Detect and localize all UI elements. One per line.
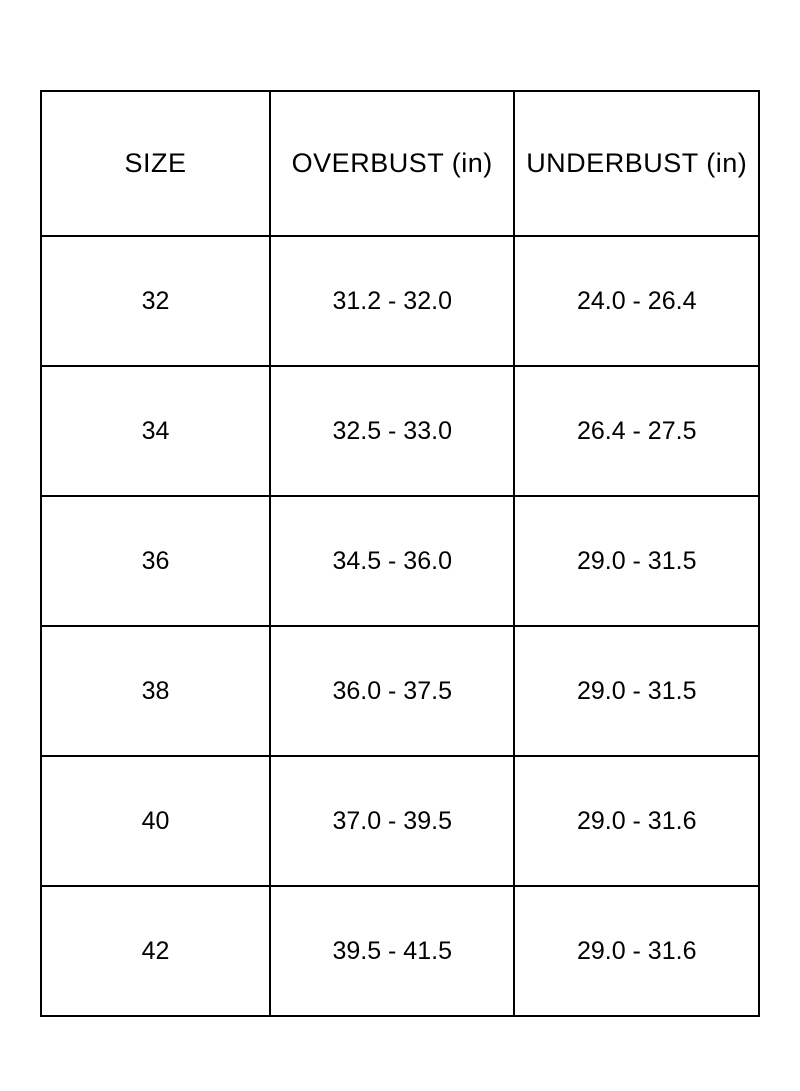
header-underbust: UNDERBUST (in)	[514, 91, 759, 236]
cell-underbust: 29.0 - 31.6	[514, 756, 759, 886]
cell-size: 38	[41, 626, 270, 756]
cell-underbust: 26.4 - 27.5	[514, 366, 759, 496]
table-row: 36 34.5 - 36.0 29.0 - 31.5	[41, 496, 759, 626]
cell-underbust: 24.0 - 26.4	[514, 236, 759, 366]
cell-size: 42	[41, 886, 270, 1016]
cell-size: 36	[41, 496, 270, 626]
cell-overbust: 36.0 - 37.5	[270, 626, 514, 756]
cell-overbust: 37.0 - 39.5	[270, 756, 514, 886]
table-row: 32 31.2 - 32.0 24.0 - 26.4	[41, 236, 759, 366]
header-size: SIZE	[41, 91, 270, 236]
cell-overbust: 39.5 - 41.5	[270, 886, 514, 1016]
cell-overbust: 34.5 - 36.0	[270, 496, 514, 626]
cell-size: 34	[41, 366, 270, 496]
header-overbust: OVERBUST (in)	[270, 91, 514, 236]
cell-underbust: 29.0 - 31.5	[514, 496, 759, 626]
cell-underbust: 29.0 - 31.5	[514, 626, 759, 756]
cell-size: 40	[41, 756, 270, 886]
cell-overbust: 31.2 - 32.0	[270, 236, 514, 366]
size-chart-table: SIZE OVERBUST (in) UNDERBUST (in) 32 31.…	[40, 90, 760, 1017]
cell-size: 32	[41, 236, 270, 366]
table-row: 34 32.5 - 33.0 26.4 - 27.5	[41, 366, 759, 496]
cell-underbust: 29.0 - 31.6	[514, 886, 759, 1016]
table-row: 40 37.0 - 39.5 29.0 - 31.6	[41, 756, 759, 886]
table-row: 38 36.0 - 37.5 29.0 - 31.5	[41, 626, 759, 756]
table-row: 42 39.5 - 41.5 29.0 - 31.6	[41, 886, 759, 1016]
table-header-row: SIZE OVERBUST (in) UNDERBUST (in)	[41, 91, 759, 236]
cell-overbust: 32.5 - 33.0	[270, 366, 514, 496]
